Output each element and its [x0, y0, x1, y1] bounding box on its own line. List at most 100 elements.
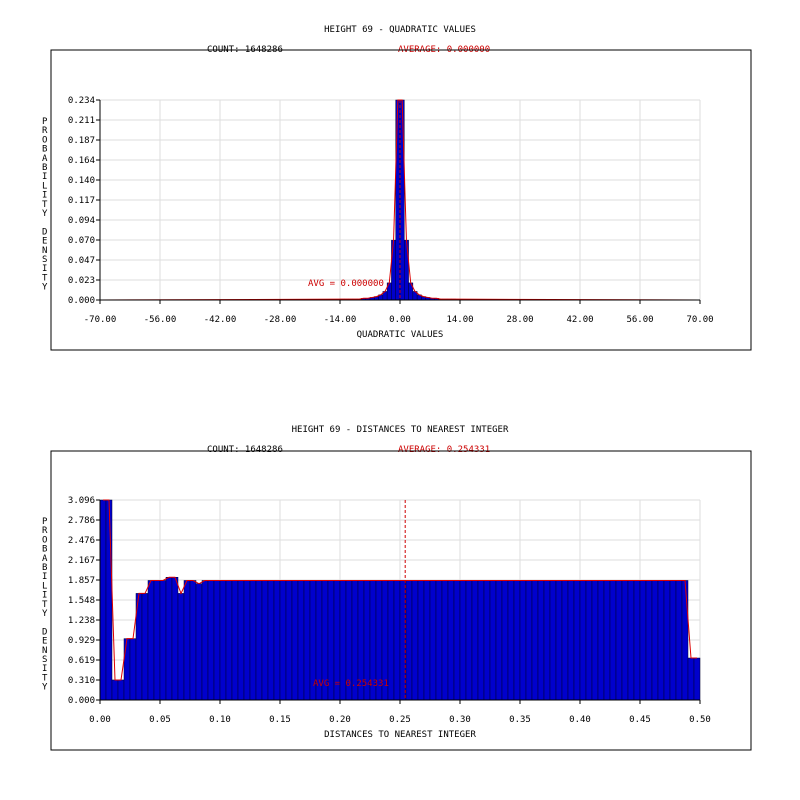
histogram-bar: [627, 580, 635, 701]
histogram-bar: [615, 580, 623, 701]
density-curve: [103, 499, 697, 681]
histogram-bar: [297, 580, 305, 701]
histogram-bar: [441, 580, 449, 701]
histogram-bar: [399, 99, 405, 301]
histogram-bar: [519, 580, 527, 701]
x-tick-label: 0.05: [149, 715, 171, 725]
histogram-bar: [405, 580, 413, 701]
y-tick-label: 0.619: [68, 656, 95, 666]
histogram-bar: [477, 580, 485, 701]
histogram-bar: [459, 580, 467, 701]
histogram-bar: [195, 583, 203, 701]
y-tick-label: 0.117: [68, 196, 95, 206]
histogram-bar: [99, 499, 107, 701]
x-tick-label: 70.00: [686, 315, 713, 325]
histogram-bar: [111, 679, 119, 701]
x-tick-label: 0.45: [629, 715, 651, 725]
avg-annotation: AVG = 0.254331: [313, 679, 389, 689]
histogram-bar: [225, 580, 233, 701]
x-axis-label: QUADRATIC VALUES: [357, 330, 444, 340]
histogram-bar: [213, 580, 221, 701]
histogram-bar: [249, 580, 257, 701]
histogram-bar: [237, 580, 245, 701]
histogram-bar: [465, 580, 473, 701]
histogram-bar: [141, 593, 149, 701]
histogram-bar: [543, 580, 551, 701]
histogram-bar: [201, 580, 209, 701]
histogram-bar: [501, 580, 509, 701]
x-tick-label: 0.25: [389, 715, 411, 725]
histogram-bar: [183, 580, 191, 701]
histogram-bar: [507, 580, 515, 701]
chart-frame: [50, 450, 752, 751]
x-tick-label: -14.00: [324, 315, 357, 325]
histogram-bar: [567, 580, 575, 701]
histogram-bar: [645, 580, 653, 701]
y-tick-label: 1.857: [68, 576, 95, 586]
histogram-bar: [693, 657, 701, 701]
histogram-bar: [285, 580, 293, 701]
histogram-bar: [165, 577, 173, 701]
histogram-bar: [231, 580, 239, 701]
histogram-bar: [453, 580, 461, 701]
histogram-bar: [393, 580, 401, 701]
histogram-bar: [639, 580, 647, 701]
histogram-bar: [207, 580, 215, 701]
y-tick-label: 0.211: [68, 116, 95, 126]
histogram-bar: [417, 580, 425, 701]
x-tick-label: -70.00: [84, 315, 117, 325]
histogram-bar: [579, 580, 587, 701]
histogram-bar: [603, 580, 611, 701]
histogram-bar: [273, 580, 281, 701]
x-axis-label: DISTANCES TO NEAREST INTEGER: [324, 730, 476, 740]
x-tick-label: 0.40: [569, 715, 591, 725]
x-tick-label: 0.50: [689, 715, 711, 725]
histogram-bar: [561, 580, 569, 701]
histogram-bar: [391, 239, 396, 301]
y-tick-label: 1.548: [68, 596, 95, 606]
x-tick-label: 28.00: [506, 315, 533, 325]
histogram-bar: [243, 580, 251, 701]
histogram-bar: [423, 580, 431, 701]
histogram-bar: [513, 580, 521, 701]
y-tick-label: 0.070: [68, 236, 95, 246]
histogram-bar: [147, 580, 155, 701]
histogram-bar: [261, 580, 269, 701]
avg-annotation: AVG = 0.000000: [308, 279, 384, 289]
histogram-bar: [411, 580, 419, 701]
x-tick-label: 42.00: [566, 315, 593, 325]
x-tick-label: 0.00: [89, 715, 111, 725]
histogram-bar: [219, 580, 227, 701]
histogram-bar: [471, 580, 479, 701]
histogram-bar: [387, 580, 395, 701]
histogram-bar: [621, 580, 629, 701]
histogram-bar: [585, 580, 593, 701]
histogram-bar: [669, 580, 677, 701]
chart-title: HEIGHT 69 - DISTANCES TO NEAREST INTEGER: [292, 425, 509, 435]
y-tick-label: 3.096: [68, 496, 95, 506]
histogram-bar: [681, 580, 689, 701]
histogram-bar: [591, 580, 599, 701]
histogram-bar: [267, 580, 275, 701]
y-tick-label: 2.476: [68, 536, 95, 546]
y-tick-label: 0.094: [68, 216, 95, 226]
histogram-bar: [483, 580, 491, 701]
histogram-bar: [447, 580, 455, 701]
histogram-bar: [555, 580, 563, 701]
histogram-bar: [657, 580, 665, 701]
y-tick-label: 0.000: [68, 696, 95, 706]
y-tick-label: 2.167: [68, 556, 95, 566]
histogram-bar: [435, 580, 443, 701]
histogram-bar: [687, 657, 695, 701]
histogram-bar: [255, 580, 263, 701]
histogram-bar: [123, 638, 131, 701]
y-tick-label: 0.140: [68, 176, 95, 186]
histogram-bar: [404, 239, 409, 301]
y-tick-label: 0.023: [68, 276, 95, 286]
histogram-bar: [395, 99, 401, 301]
y-tick-label: 0.187: [68, 136, 95, 146]
